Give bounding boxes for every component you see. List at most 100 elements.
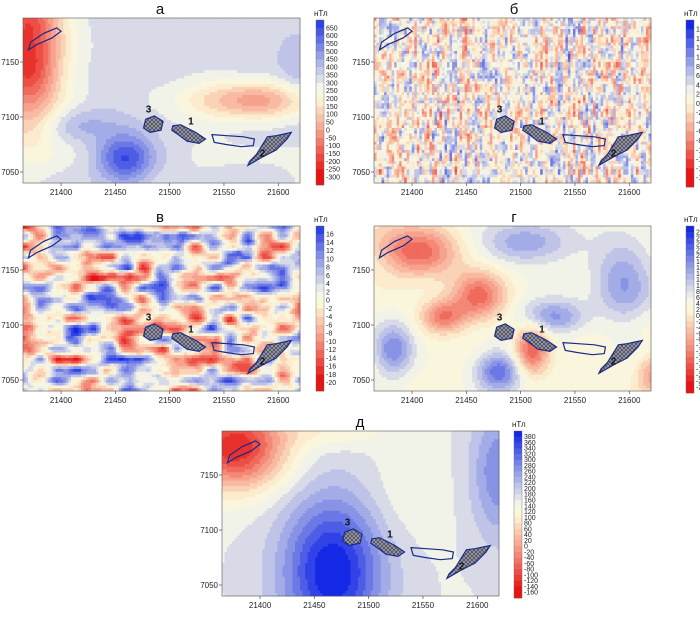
heatmap-cell <box>272 29 276 33</box>
heatmap-cell <box>209 67 213 71</box>
heatmap-cell <box>206 42 210 46</box>
heatmap-cell <box>55 40 59 44</box>
heatmap-cell <box>216 139 220 143</box>
heatmap-cell <box>118 106 122 110</box>
heatmap-cell <box>211 31 215 35</box>
heatmap-cell <box>179 18 183 22</box>
heatmap-cell <box>209 89 213 93</box>
heatmap-cell <box>70 136 74 140</box>
heatmap-cell <box>88 111 92 115</box>
heatmap-cell <box>78 97 82 101</box>
heatmap-cell <box>30 125 34 129</box>
heatmap-cell <box>35 67 39 71</box>
heatmap-cell <box>93 48 97 52</box>
heatmap-cell <box>277 103 281 107</box>
heatmap-cell <box>194 67 198 71</box>
heatmap-cell <box>164 92 167 96</box>
heatmap-cell <box>25 111 29 115</box>
heatmap-cell <box>211 42 215 46</box>
heatmap-cell <box>199 70 203 74</box>
heatmap-cell <box>53 133 57 137</box>
heatmap-cell <box>224 23 228 27</box>
heatmap-cell <box>216 20 220 24</box>
heatmap-cell <box>214 108 218 112</box>
heatmap-cell <box>297 103 301 107</box>
heatmap-cell <box>85 70 89 74</box>
heatmap-cell <box>38 45 42 49</box>
heatmap-cell <box>60 108 64 112</box>
heatmap-cell <box>78 95 82 99</box>
heatmap-cell <box>63 70 67 74</box>
heatmap-cell <box>232 18 235 22</box>
heatmap-cell <box>106 84 110 88</box>
heatmap-cell <box>262 108 266 112</box>
heatmap-cell <box>126 139 130 143</box>
heatmap-cell <box>161 23 165 27</box>
heatmap-cell <box>194 106 198 110</box>
heatmap-cell <box>186 40 190 44</box>
heatmap-cell <box>108 45 112 49</box>
heatmap-cell <box>53 108 57 112</box>
heatmap-cell <box>98 92 102 96</box>
heatmap-cell <box>201 70 205 74</box>
heatmap-cell <box>174 136 178 140</box>
heatmap-cell <box>289 18 293 22</box>
heatmap-cell <box>116 130 120 134</box>
heatmap-cell <box>83 64 87 68</box>
heatmap-cell <box>148 100 152 104</box>
heatmap-cell <box>239 31 243 35</box>
heatmap-cell <box>244 40 248 44</box>
heatmap-cell <box>136 18 140 22</box>
heatmap-cell <box>65 108 69 112</box>
heatmap-cell <box>45 111 49 115</box>
heatmap-cell <box>83 18 87 22</box>
heatmap-cell <box>194 78 198 82</box>
heatmap-cell <box>211 70 215 74</box>
heatmap-cell <box>113 122 117 126</box>
heatmap-cell <box>262 111 266 115</box>
heatmap-cell <box>206 67 210 71</box>
heatmap-cell <box>55 111 59 115</box>
heatmap-cell <box>123 136 127 140</box>
heatmap-cell <box>191 97 195 101</box>
heatmap-cell <box>206 59 210 63</box>
heatmap-cell <box>189 92 193 96</box>
heatmap-cell <box>174 95 178 99</box>
heatmap-cell <box>232 62 235 66</box>
heatmap-cell <box>196 31 200 35</box>
heatmap-cell <box>121 37 125 41</box>
heatmap-cell <box>136 119 140 123</box>
heatmap-cell <box>30 139 34 143</box>
heatmap-cell <box>96 64 99 68</box>
heatmap-cell <box>141 81 145 85</box>
heatmap-cell <box>269 114 273 118</box>
heatmap-cell <box>103 40 107 44</box>
heatmap-cell <box>43 136 47 140</box>
heatmap-cell <box>83 34 87 38</box>
heatmap-cell <box>199 56 203 60</box>
heatmap-cell <box>40 59 44 63</box>
heatmap-cell <box>274 34 278 38</box>
heatmap-cell <box>244 125 248 129</box>
heatmap-cell <box>48 34 52 38</box>
heatmap-cell <box>33 106 36 110</box>
heatmap-cell <box>201 119 205 123</box>
heatmap-cell <box>138 133 142 137</box>
heatmap-cell <box>148 106 152 110</box>
heatmap-cell <box>186 37 190 41</box>
heatmap-cell <box>196 34 200 38</box>
heatmap-cell <box>247 117 251 121</box>
heatmap-cell <box>50 40 54 44</box>
heatmap-cell <box>242 73 245 77</box>
heatmap-cell <box>40 106 44 110</box>
heatmap-cell <box>28 141 31 145</box>
heatmap-cell <box>294 97 298 101</box>
heatmap-cell <box>277 75 281 79</box>
heatmap-cell <box>221 23 225 27</box>
heatmap-cell <box>274 106 278 110</box>
heatmap-cell <box>234 53 238 57</box>
heatmap-cell <box>257 92 261 96</box>
heatmap-cell <box>108 125 112 129</box>
heatmap-cell <box>118 139 122 143</box>
heatmap-cell <box>252 111 256 115</box>
